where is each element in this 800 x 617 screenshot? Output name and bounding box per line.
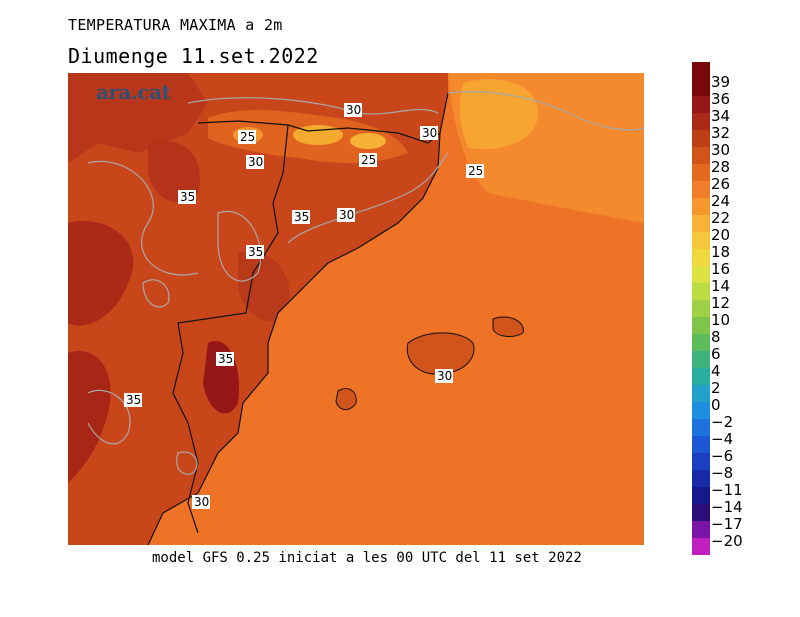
legend-label: −8 [711, 464, 734, 482]
legend-swatch [692, 317, 710, 334]
legend-swatch [692, 470, 710, 487]
legend-swatch [692, 351, 710, 368]
legend-label: 4 [711, 362, 721, 380]
contour-label: 25 [240, 130, 255, 144]
contour-label: 35 [294, 210, 309, 224]
legend-label: 24 [711, 192, 731, 210]
legend-swatch [692, 504, 710, 521]
legend-swatch [692, 113, 710, 130]
contour-label-group: 30 25 30 30 25 25 35 35 30 35 35 30 35 [124, 103, 484, 509]
legend-label: 8 [711, 328, 721, 346]
contour-label: 35 [218, 352, 233, 366]
temperature-map: 30 25 30 30 25 25 35 35 30 35 35 30 35 [68, 73, 644, 545]
legend-label: −20 [711, 532, 743, 550]
contour-label: 30 [422, 126, 437, 140]
contour-southwest [87, 389, 131, 445]
border-inland [172, 124, 289, 534]
legend-label: 18 [711, 243, 731, 261]
contour-label: 30 [346, 103, 361, 117]
contour-center [217, 210, 262, 282]
contour-label: 35 [180, 190, 195, 204]
contour-small [142, 279, 170, 308]
hot-zone-southwest [68, 351, 111, 483]
contour-south-small [176, 451, 198, 475]
legend-swatch [692, 368, 710, 385]
legend-swatch [692, 300, 710, 317]
legend-swatch [692, 266, 710, 283]
contour-label: 30 [437, 369, 452, 383]
legend-label: 26 [711, 175, 731, 193]
map-subtitle: Diumenge 11.set.2022 [68, 44, 319, 68]
legend-label: 0 [711, 396, 721, 414]
legend-swatch [692, 402, 710, 419]
legend-swatch [692, 79, 710, 96]
legend-swatch [692, 232, 710, 249]
legend-label: −4 [711, 430, 734, 448]
hot-zone-center [148, 140, 200, 203]
model-info: model GFS 0.25 iniciat a les 00 UTC del … [152, 550, 582, 566]
legend-swatch [692, 453, 710, 470]
pyrenees-cool-3 [350, 133, 386, 149]
legend-label: −11 [711, 481, 743, 499]
legend-label: −17 [711, 515, 743, 533]
legend-swatch [692, 164, 710, 181]
coastline [147, 92, 449, 545]
legend-label: 39 [711, 73, 731, 91]
island-ibiza [335, 388, 357, 410]
legend-label: −6 [711, 447, 734, 465]
legend-swatch [692, 198, 710, 215]
contour-label: 30 [248, 155, 263, 169]
legend-label: −14 [711, 498, 743, 516]
pyrenees-cool-1 [293, 125, 343, 145]
legend-label: 6 [711, 345, 721, 363]
legend-swatch [692, 334, 710, 351]
legend-label: 34 [711, 107, 731, 125]
legend-swatch [692, 147, 710, 164]
contour-label: 25 [361, 153, 376, 167]
ara-cat-logo: ara.cat [96, 80, 171, 104]
legend-swatch [692, 538, 710, 555]
hot-zone-north [68, 73, 208, 163]
legend-swatch [692, 215, 710, 232]
legend-label: 36 [711, 90, 731, 108]
border-pyrenees [197, 120, 441, 144]
legend-swatch [692, 96, 710, 113]
hot-zone-center-east [238, 251, 290, 322]
legend-label: 12 [711, 294, 731, 312]
legend-swatch [692, 181, 710, 198]
contour-label: 30 [194, 495, 209, 509]
legend-label: −2 [711, 413, 734, 431]
legend-swatch [692, 249, 710, 266]
legend-swatch [692, 419, 710, 436]
legend-label: 10 [711, 311, 731, 329]
legend-swatch [692, 62, 710, 79]
contour-label: 35 [248, 245, 263, 259]
color-legend [692, 62, 710, 555]
contour-label: 35 [126, 393, 141, 407]
legend-swatch [692, 521, 710, 538]
map-title: TEMPERATURA MAXIMA a 2m [68, 16, 283, 34]
legend-swatch [692, 436, 710, 453]
legend-swatch [692, 385, 710, 402]
contour-west [87, 160, 199, 276]
legend-label: 30 [711, 141, 731, 159]
contour-label: 30 [339, 208, 354, 222]
legend-label: 28 [711, 158, 731, 176]
island-menorca [492, 316, 524, 337]
map-canvas: 30 25 30 30 25 25 35 35 30 35 35 30 35 [68, 73, 644, 545]
legend-label: 20 [711, 226, 731, 244]
legend-label: 2 [711, 379, 721, 397]
legend-swatch [692, 130, 710, 147]
contour-label: 25 [468, 164, 483, 178]
legend-swatch [692, 487, 710, 504]
legend-label: 22 [711, 209, 731, 227]
legend-label: 32 [711, 124, 731, 142]
legend-swatch [692, 283, 710, 300]
legend-label: 14 [711, 277, 731, 295]
contour-sea-north [447, 91, 644, 131]
island-mallorca [406, 332, 475, 375]
hot-zone-west [68, 221, 134, 326]
contour-coast [287, 152, 449, 244]
legend-label: 16 [711, 260, 731, 278]
